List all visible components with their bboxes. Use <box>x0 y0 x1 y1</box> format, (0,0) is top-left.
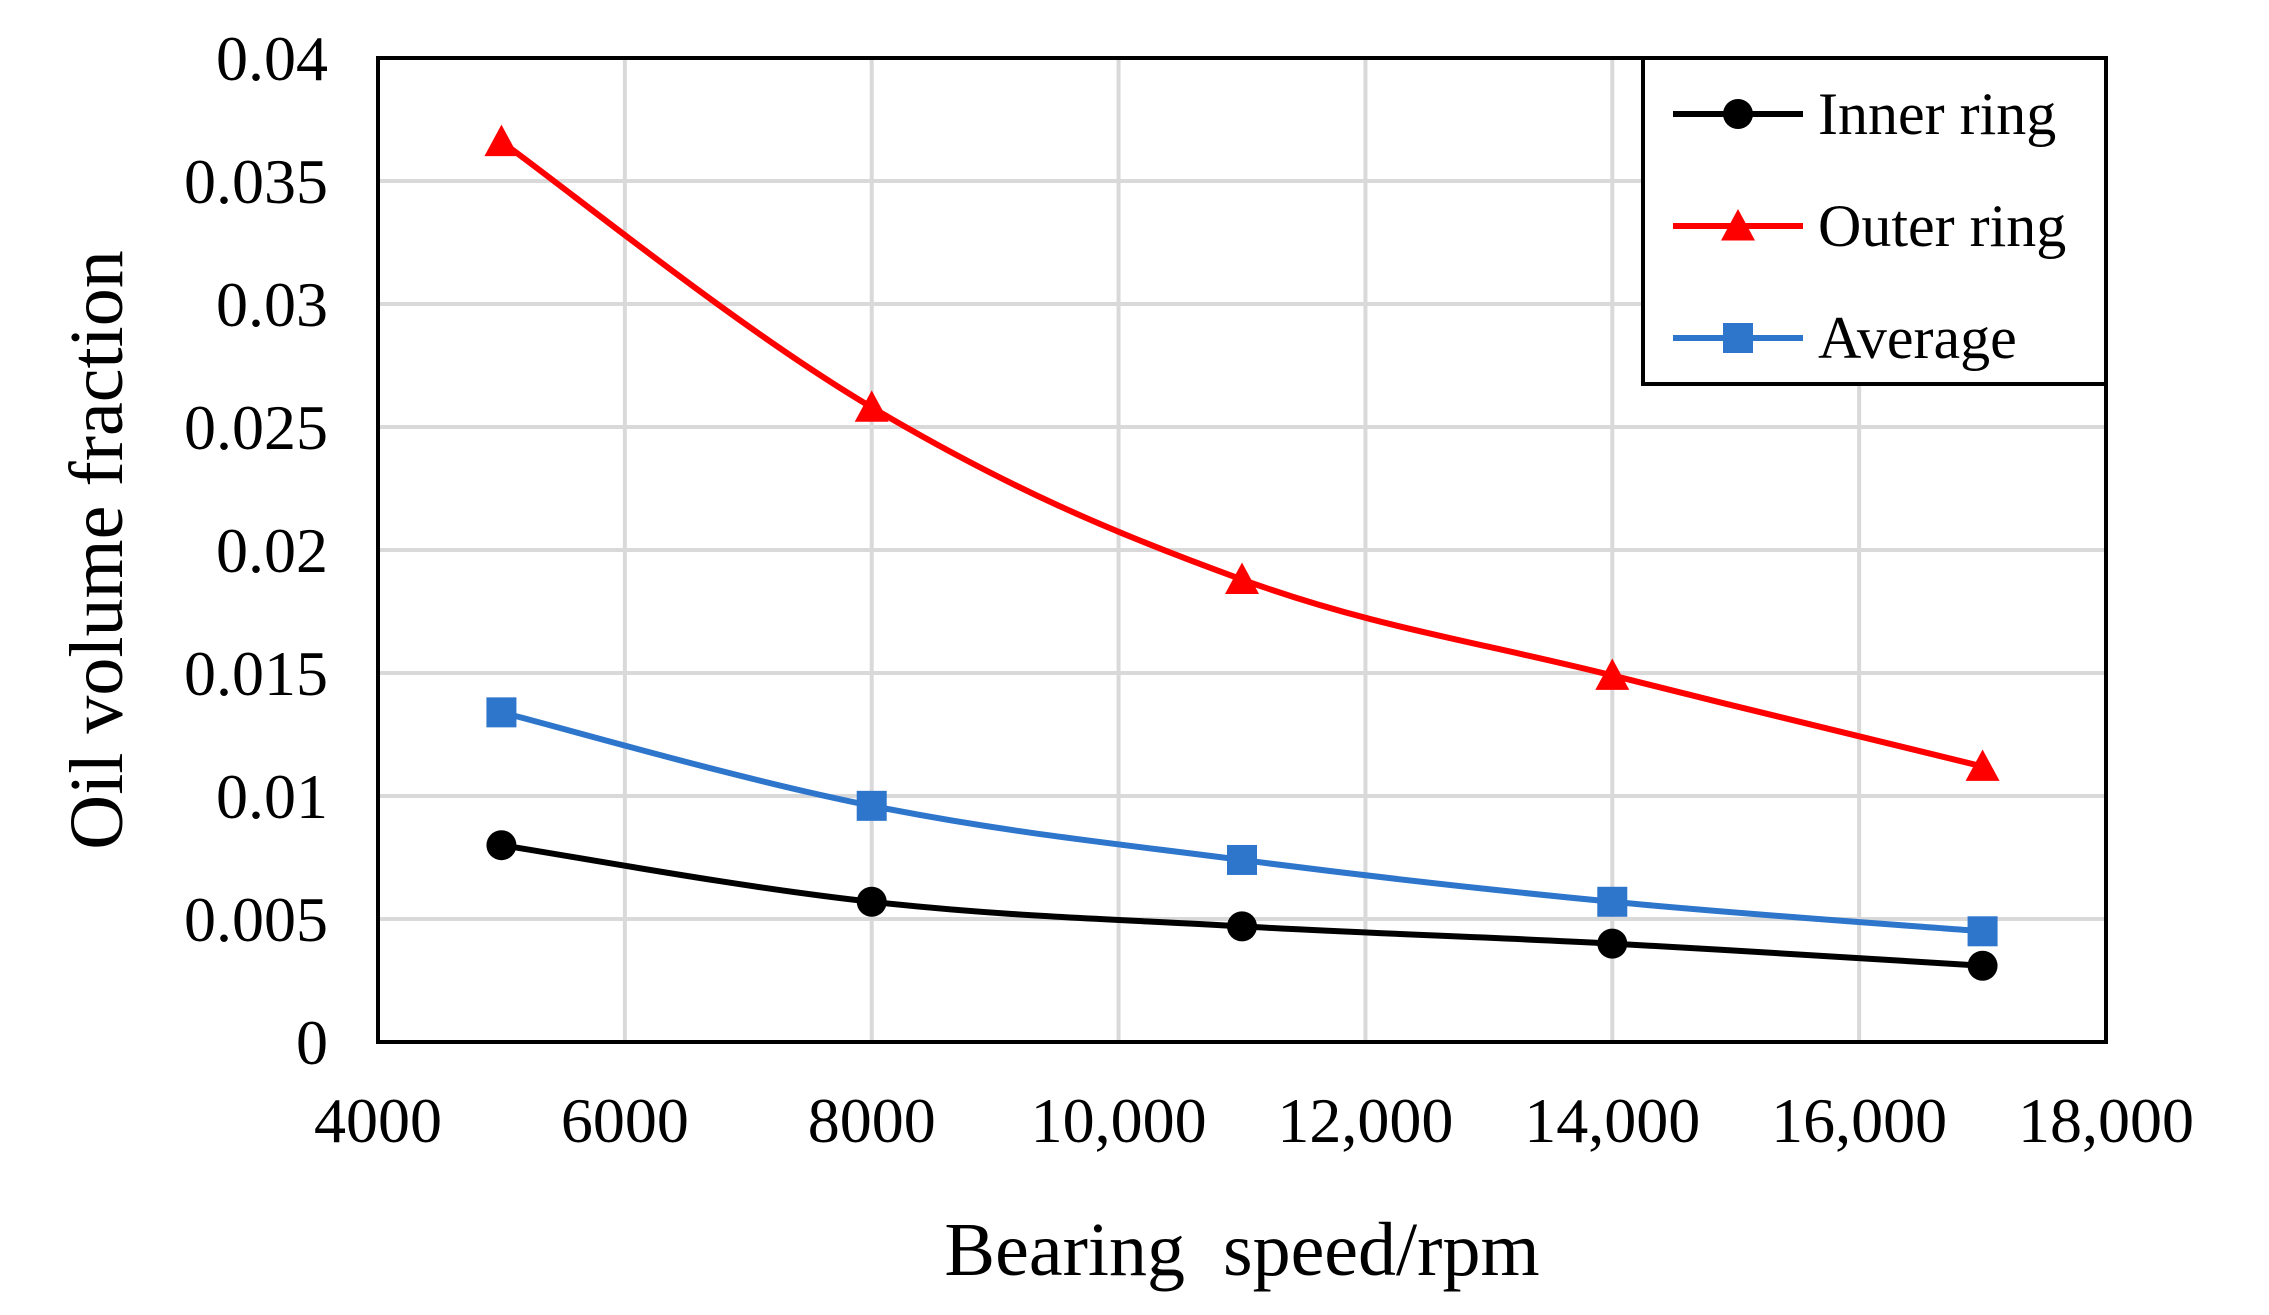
legend-item-outer-ring: Outer ring <box>1673 193 2066 259</box>
series-inner-ring <box>486 830 1998 981</box>
data-point-average <box>486 697 517 728</box>
series-average <box>486 697 1998 947</box>
x-tick-label: 4000 <box>314 1085 442 1156</box>
data-point-average <box>1597 886 1628 917</box>
x-tick-label: 8000 <box>808 1085 936 1156</box>
legend: Inner ring Outer ring Average <box>1641 56 2108 386</box>
x-tick-label: 14,000 <box>1524 1085 1700 1156</box>
y-tick-label: 0.01 <box>216 761 328 832</box>
legend-marker-inner-ring <box>1723 99 1753 129</box>
y-tick-label: 0.015 <box>184 638 328 709</box>
y-tick-label: 0.03 <box>216 269 328 340</box>
legend-item-inner-ring: Inner ring <box>1673 81 2056 147</box>
y-axis-tick-labels: 0 0.005 0.01 0.015 0.02 0.025 0.03 0.035 0.04 <box>184 23 328 1078</box>
data-point-average <box>1967 916 1998 947</box>
x-axis-title: Bearing speed/rpm <box>944 1208 1539 1292</box>
data-point-inner-ring <box>856 886 887 917</box>
series-outer-ring <box>484 124 2000 781</box>
legend-marker-average <box>1723 323 1753 353</box>
data-point-average <box>856 790 887 821</box>
data-point-outer-ring <box>854 390 889 422</box>
y-axis-title: Oil volume fraction <box>55 250 139 849</box>
y-tick-label: 0.04 <box>216 23 328 94</box>
series-layer <box>484 124 2000 981</box>
legend-label-outer-ring: Outer ring <box>1818 193 2066 259</box>
y-tick-label: 0.025 <box>184 392 328 463</box>
legend-label-average: Average <box>1818 305 2017 371</box>
legend-item-average: Average <box>1673 305 2017 371</box>
legend-marker-outer-ring <box>1721 209 1755 241</box>
x-tick-label: 16,000 <box>1771 1085 1947 1156</box>
data-point-outer-ring <box>1225 562 1259 594</box>
x-tick-label: 12,000 <box>1277 1085 1453 1156</box>
data-point-outer-ring <box>484 124 519 157</box>
data-point-outer-ring <box>1965 749 2000 781</box>
y-tick-label: 0 <box>296 1007 328 1078</box>
plot-area-frame <box>376 56 2108 1044</box>
data-point-inner-ring <box>1227 911 1257 942</box>
data-point-outer-ring <box>1595 658 1630 690</box>
series-line-average <box>500 709 1983 935</box>
legend-label-inner-ring: Inner ring <box>1818 81 2056 147</box>
x-tick-label: 10,000 <box>1031 1085 1207 1156</box>
y-tick-label: 0.035 <box>184 146 328 217</box>
y-tick-label: 0.005 <box>184 884 328 955</box>
data-point-inner-ring <box>1597 928 1628 959</box>
series-line-outer-ring <box>499 139 1984 770</box>
data-point-inner-ring <box>486 830 517 861</box>
x-tick-label: 18,000 <box>2018 1085 2194 1156</box>
x-tick-label: 6000 <box>561 1085 689 1156</box>
data-point-average <box>1227 844 1257 875</box>
y-tick-label: 0.02 <box>216 515 328 586</box>
data-point-inner-ring <box>1967 950 1998 981</box>
x-axis-tick-labels: 4000 6000 8000 10,000 12,000 14,000 16,000 18,0… <box>314 1085 2194 1156</box>
